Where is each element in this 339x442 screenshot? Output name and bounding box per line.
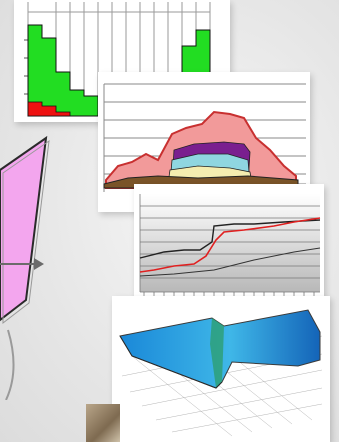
3d-mesh-simulation-icon	[119, 309, 323, 437]
stacked-area-chart-card	[98, 72, 310, 212]
simulation-card	[112, 296, 330, 442]
photo-thumbnail	[86, 404, 120, 442]
arrow-right-icon	[0, 258, 44, 270]
line-chart-card	[134, 184, 324, 302]
line-chart-icon	[139, 194, 321, 296]
trapezoid-shape-icon	[0, 135, 50, 400]
